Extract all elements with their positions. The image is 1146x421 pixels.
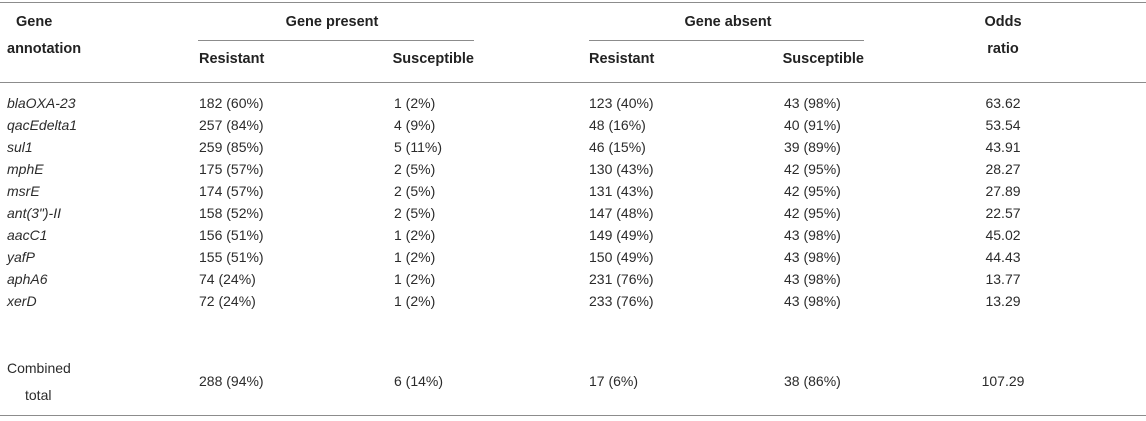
table-bottom-rule <box>0 415 1146 416</box>
gene-name: aacC1 <box>7 227 48 243</box>
absent-resistant-cell: 130 (43%) <box>589 161 654 177</box>
present-resistant-cell: 174 (57%) <box>199 183 264 199</box>
gene-name: yafP <box>7 249 36 265</box>
odds-ratio-cell: 13.77 <box>985 271 1021 287</box>
absent-susceptible-cell: 39 (89%) <box>784 139 841 155</box>
gene-name: mphE <box>7 161 44 177</box>
gene-present-underline <box>198 40 474 41</box>
absent-susceptible-cell: 43 (98%) <box>784 271 841 287</box>
total-present-susceptible: 6 (14%) <box>394 373 444 389</box>
odds-ratio-cell: 63.62 <box>985 95 1021 111</box>
absent-resistant-cell: 150 (49%) <box>589 249 654 265</box>
absent-resistant-cell: 131 (43%) <box>589 183 654 199</box>
absent-susceptible-cell: 42 (95%) <box>784 161 841 177</box>
present-resistant-cell: 72 (24%) <box>199 293 256 309</box>
absent-susceptible-cell: 42 (95%) <box>784 205 841 221</box>
table-header-rule <box>0 82 1146 83</box>
absent-resistant-cell: 231 (76%) <box>589 271 654 287</box>
present-susceptible-cell: 2 (5%) <box>394 161 436 177</box>
gene-name: ant(3")-II <box>7 205 61 221</box>
total-odds-ratio: 107.29 <box>981 373 1025 389</box>
table-row: yafP 155 (51%) 1 (2%) 150 (49%) 43 (98%)… <box>0 247 1146 269</box>
odds-ratio-cell: 44.43 <box>985 249 1021 265</box>
odds-ratio-cell: 43.91 <box>985 139 1021 155</box>
absent-resistant-cell: 147 (48%) <box>589 205 654 221</box>
total-absent-susceptible: 38 (86%) <box>784 373 841 389</box>
table-row: aphA6 74 (24%) 1 (2%) 231 (76%) 43 (98%)… <box>0 269 1146 291</box>
present-resistant-cell: 175 (57%) <box>199 161 264 177</box>
odds-ratio-cell: 28.27 <box>985 161 1021 177</box>
present-susceptible-cell: 2 (5%) <box>394 205 436 221</box>
table-row: mphE 175 (57%) 2 (5%) 130 (43%) 42 (95%)… <box>0 159 1146 181</box>
gene-name: msrE <box>7 183 40 199</box>
present-susceptible-cell: 2 (5%) <box>394 183 436 199</box>
table-row: xerD 72 (24%) 1 (2%) 233 (76%) 43 (98%) … <box>0 291 1146 313</box>
header-present-susceptible: Susceptible <box>392 51 474 67</box>
total-label-line2: total <box>25 387 52 403</box>
header-absent-resistant: Resistant <box>589 51 655 67</box>
gene-name: sul1 <box>7 139 33 155</box>
header-odds-line1: Odds <box>984 14 1022 30</box>
table-row: ant(3")-II 158 (52%) 2 (5%) 147 (48%) 42… <box>0 203 1146 225</box>
present-resistant-cell: 158 (52%) <box>199 205 264 221</box>
gene-name: aphA6 <box>7 271 48 287</box>
present-susceptible-cell: 1 (2%) <box>394 95 436 111</box>
table-top-rule <box>0 2 1146 3</box>
absent-resistant-cell: 123 (40%) <box>589 95 654 111</box>
header-absent-susceptible: Susceptible <box>782 51 864 67</box>
odds-ratio-cell: 13.29 <box>985 293 1021 309</box>
absent-susceptible-cell: 43 (98%) <box>784 227 841 243</box>
total-absent-resistant: 17 (6%) <box>589 373 639 389</box>
gene-name: qacEdelta1 <box>7 117 78 133</box>
gene-name: xerD <box>7 293 37 309</box>
present-resistant-cell: 74 (24%) <box>199 271 256 287</box>
header-gene-absent: Gene absent <box>684 14 772 30</box>
total-present-resistant: 288 (94%) <box>199 373 264 389</box>
absent-resistant-cell: 149 (49%) <box>589 227 654 243</box>
header-gene-line1: Gene <box>16 14 53 30</box>
present-susceptible-cell: 1 (2%) <box>394 227 436 243</box>
absent-susceptible-cell: 43 (98%) <box>784 249 841 265</box>
table-row: qacEdelta1 257 (84%) 4 (9%) 48 (16%) 40 … <box>0 115 1146 137</box>
table-row: msrE 174 (57%) 2 (5%) 131 (43%) 42 (95%)… <box>0 181 1146 203</box>
gene-absent-underline <box>589 40 864 41</box>
absent-susceptible-cell: 43 (98%) <box>784 293 841 309</box>
gene-name: blaOXA-23 <box>7 95 76 111</box>
header-present-resistant: Resistant <box>199 51 265 67</box>
present-resistant-cell: 156 (51%) <box>199 227 264 243</box>
present-susceptible-cell: 1 (2%) <box>394 293 436 309</box>
present-susceptible-cell: 1 (2%) <box>394 271 436 287</box>
present-resistant-cell: 259 (85%) <box>199 139 264 155</box>
header-gene-present: Gene present <box>285 14 379 30</box>
total-label-line1: Combined <box>7 360 71 376</box>
absent-resistant-cell: 48 (16%) <box>589 117 646 133</box>
odds-ratio-cell: 45.02 <box>985 227 1021 243</box>
absent-susceptible-cell: 40 (91%) <box>784 117 841 133</box>
header-gene-line2: annotation <box>7 41 82 57</box>
present-resistant-cell: 155 (51%) <box>199 249 264 265</box>
present-resistant-cell: 257 (84%) <box>199 117 264 133</box>
absent-susceptible-cell: 43 (98%) <box>784 95 841 111</box>
present-susceptible-cell: 1 (2%) <box>394 249 436 265</box>
absent-resistant-cell: 233 (76%) <box>589 293 654 309</box>
odds-ratio-cell: 27.89 <box>985 183 1021 199</box>
absent-susceptible-cell: 42 (95%) <box>784 183 841 199</box>
table-row: sul1 259 (85%) 5 (11%) 46 (15%) 39 (89%)… <box>0 137 1146 159</box>
absent-resistant-cell: 46 (15%) <box>589 139 646 155</box>
header-odds-line2: ratio <box>987 41 1019 57</box>
odds-ratio-cell: 22.57 <box>985 205 1021 221</box>
table-row: blaOXA-23 182 (60%) 1 (2%) 123 (40%) 43 … <box>0 93 1146 115</box>
odds-ratio-cell: 53.54 <box>985 117 1021 133</box>
present-susceptible-cell: 5 (11%) <box>394 139 442 155</box>
table-row: aacC1 156 (51%) 1 (2%) 149 (49%) 43 (98%… <box>0 225 1146 247</box>
present-susceptible-cell: 4 (9%) <box>394 117 436 133</box>
present-resistant-cell: 182 (60%) <box>199 95 264 111</box>
